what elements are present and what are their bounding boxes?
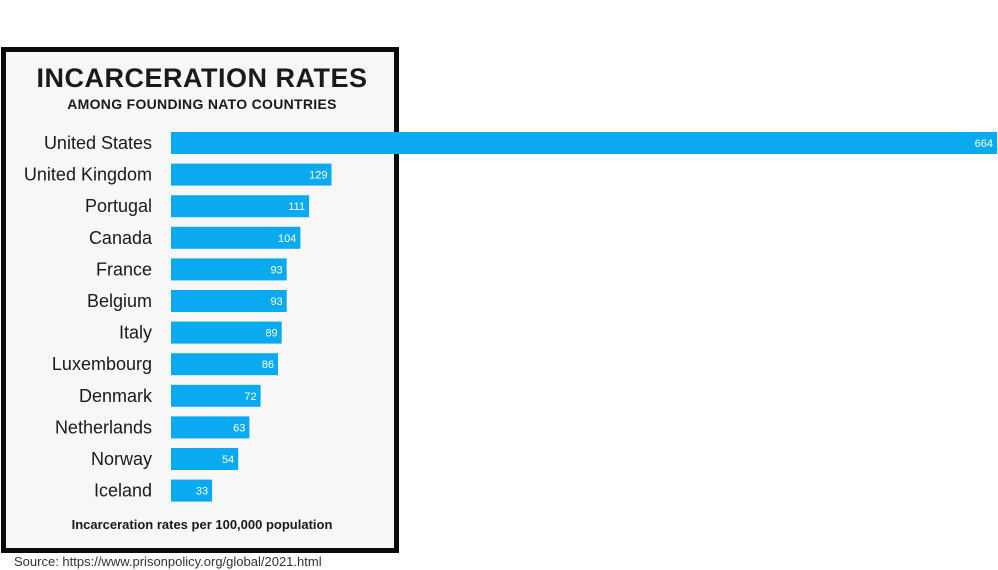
bar-netherlands bbox=[171, 416, 250, 439]
category-label: Belgium bbox=[87, 291, 152, 311]
category-label: Luxembourg bbox=[52, 354, 152, 374]
value-label: 111 bbox=[288, 201, 305, 213]
category-label: Canada bbox=[89, 228, 153, 248]
category-label: Denmark bbox=[79, 386, 153, 406]
value-label: 104 bbox=[278, 233, 296, 245]
bar-united-states bbox=[171, 132, 997, 154]
category-label: Norway bbox=[91, 449, 152, 469]
value-label: 93 bbox=[270, 296, 282, 308]
bar-belgium bbox=[171, 290, 287, 312]
category-label: Portugal bbox=[85, 196, 152, 216]
category-label: Netherlands bbox=[55, 417, 152, 437]
category-label: United States bbox=[44, 133, 152, 153]
value-label: 93 bbox=[270, 264, 282, 276]
value-label: 72 bbox=[244, 391, 256, 403]
bar-italy bbox=[171, 321, 282, 344]
value-label: 664 bbox=[975, 138, 993, 150]
category-label: United Kingdom bbox=[24, 165, 152, 185]
bar-portugal bbox=[171, 195, 310, 218]
category-label: France bbox=[96, 259, 152, 279]
value-label: 54 bbox=[222, 454, 234, 466]
bar-denmark bbox=[171, 384, 261, 407]
value-label: 129 bbox=[309, 170, 327, 182]
bar-france bbox=[171, 258, 287, 281]
value-label: 89 bbox=[265, 328, 277, 340]
bar-united-kingdom bbox=[171, 163, 332, 186]
category-label: Iceland bbox=[94, 481, 152, 501]
bar-canada bbox=[171, 226, 301, 249]
source-note: Source: https://www.prisonpolicy.org/glo… bbox=[14, 554, 322, 569]
bar-iceland bbox=[171, 479, 213, 502]
chart-title: INCARCERATION RATES bbox=[36, 63, 368, 93]
value-label: 86 bbox=[262, 359, 274, 371]
x-axis-label: Incarceration rates per 100,000 populati… bbox=[71, 517, 333, 532]
bar-norway bbox=[171, 448, 239, 470]
value-label: 63 bbox=[233, 422, 245, 434]
chart-subtitle: AMONG FOUNDING NATO COUNTRIES bbox=[67, 96, 337, 112]
category-label: Italy bbox=[119, 323, 152, 343]
value-label: 33 bbox=[196, 486, 208, 498]
bar-luxembourg bbox=[171, 353, 278, 376]
